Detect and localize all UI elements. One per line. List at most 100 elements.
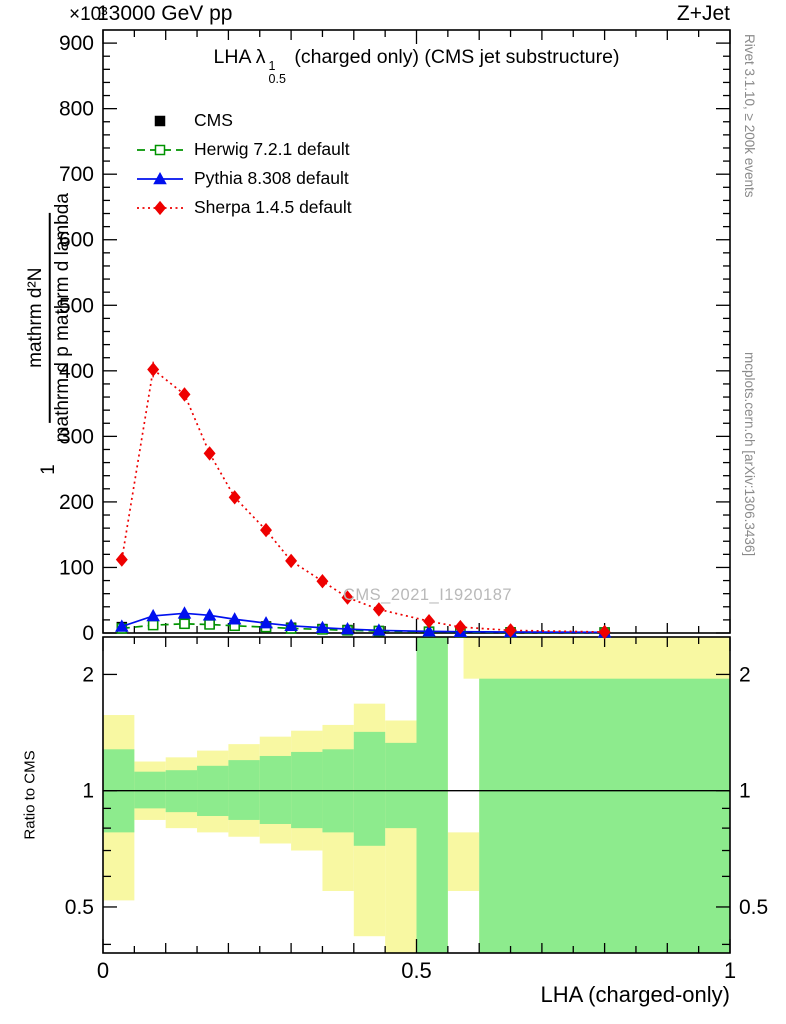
legend-sample-square-icon [137, 144, 183, 155]
ratio-band-total-uncertainty [447, 832, 480, 891]
lambda-exponent-stack: 1 0.5 [268, 59, 286, 87]
tick-label: 600 [59, 229, 94, 252]
tick-label: 900 [59, 32, 94, 55]
lambda-subscript: 0.5 [268, 72, 286, 87]
legend-label-sherpa: Sherpa 1.4.5 default [194, 197, 352, 217]
ylabel-numerator: mathrm d²N [23, 212, 51, 423]
data-point-diamond [115, 552, 128, 567]
data-point-square [147, 619, 159, 631]
legend-item-herwig: Herwig 7.2.1 default [136, 135, 352, 164]
herwig-open-square-marker [136, 142, 184, 158]
cms-square-marker [136, 113, 184, 129]
tick-label: 100 [59, 556, 94, 579]
data-point-triangle [146, 608, 160, 622]
legend: CMS Herwig 7.2.1 default Pythia 8.308 de… [136, 106, 352, 222]
data-point-triangle [202, 608, 217, 621]
tick-label: 300 [59, 425, 94, 448]
legend-item-pythia: Pythia 8.308 default [136, 164, 352, 193]
process-label: Z+Jet [676, 2, 730, 25]
data-point-triangle [153, 171, 167, 184]
legend-item-cms: CMS [136, 106, 352, 135]
ylabel-fraction: mathrm d²N mathrm d p mathrm d lambda [23, 189, 75, 446]
data-point-square [204, 619, 215, 630]
data-point-diamond [316, 574, 329, 589]
data-point-square [179, 618, 190, 630]
tick-label: 2 [82, 663, 94, 686]
tick-label: 1 [739, 780, 751, 803]
watermark: CMS_2021_I1920187 [343, 586, 513, 604]
ratio-y-axis-label-text: Ratio to CMS [21, 750, 39, 840]
tick-label: 700 [59, 163, 94, 186]
data-point-square [154, 115, 166, 126]
legend-label-herwig: Herwig 7.2.1 default [194, 139, 350, 159]
plot-title: LHA λ 1 0.5 (charged only) (CMS jet substr… [103, 46, 730, 86]
tick-label: 0.5 [65, 896, 94, 919]
tick-label: 0 [82, 622, 94, 645]
data-point-diamond [260, 522, 272, 538]
legend-label-cms: CMS [194, 110, 233, 130]
tick-label: 0 [97, 958, 109, 983]
data-point-triangle [227, 612, 242, 625]
main-y-axis-label-rotated: 1 mathrm d²N mathrm d p mathrm d lambda [23, 189, 75, 475]
tick-label: 200 [59, 491, 94, 514]
tick-label: 0.5 [401, 958, 432, 983]
pythia-triangle-marker [136, 171, 184, 187]
legend-sample-triangle-icon [137, 171, 183, 184]
ratio-band-stat-uncertainty [479, 678, 730, 953]
ratio-band-stat-uncertainty [259, 755, 292, 824]
data-point-diamond [423, 614, 436, 629]
y-axis-exponent-label: ×10³ [69, 4, 108, 25]
data-point-triangle [115, 619, 129, 632]
tick-label: 500 [59, 294, 94, 317]
data-point-triangle [284, 618, 298, 632]
rivet-version-label: Rivet 3.1.10, ≥ 200k events [742, 34, 757, 198]
data-point-square [154, 144, 166, 155]
legend-sample-square-icon [154, 115, 166, 126]
plot-title-prefix: LHA λ [213, 46, 266, 68]
data-point-triangle [259, 616, 273, 629]
data-point-diamond [154, 200, 166, 215]
main-panel-bg [103, 30, 730, 633]
legend-label-pythia: Pythia 8.308 default [194, 168, 349, 188]
ratio-band-stat-uncertainty [416, 637, 448, 953]
tick-label: 1 [724, 958, 736, 983]
data-point-triangle [422, 624, 436, 637]
data-point-diamond [504, 623, 517, 638]
ylabel-prefix: 1 [38, 463, 59, 475]
tick-label: 2 [739, 663, 751, 686]
data-point-triangle [372, 623, 386, 636]
data-point-triangle [177, 606, 192, 619]
legend-item-sherpa: Sherpa 1.4.5 default [136, 193, 352, 222]
tick-label: 1 [82, 780, 94, 803]
data-point-diamond [178, 387, 191, 402]
ratio-band-stat-uncertainty [353, 731, 386, 846]
data-point-diamond [147, 362, 160, 377]
main-y-axis-label: 1 mathrm d²N mathrm d p mathrm d lambda [2, 30, 96, 633]
data-point-diamond [228, 490, 241, 505]
data-point-triangle [315, 620, 330, 634]
tick-label: 0.5 [739, 896, 768, 919]
data-point-triangle [340, 622, 355, 635]
x-axis-label: LHA (charged-only) [540, 982, 730, 1007]
data-point-diamond [285, 553, 298, 569]
lambda-superscript: 1 [268, 59, 276, 73]
tick-label: 400 [59, 360, 94, 383]
data-point-diamond [598, 624, 611, 640]
data-point-diamond [203, 446, 216, 461]
tick-label: 800 [59, 98, 94, 121]
plot-title-suffix: (charged only) (CMS jet substructure) [288, 46, 620, 68]
ratio-band-stat-uncertainty [134, 771, 166, 809]
ratio-band-stat-uncertainty [385, 742, 417, 829]
ratio-band-stat-uncertainty [291, 751, 323, 829]
mcplots-credit-label: mcplots.cern.ch [arXiv:1306.3436] [742, 352, 757, 557]
data-point-diamond [341, 590, 354, 605]
sherpa-diamond-marker [136, 200, 184, 216]
data-point-diamond [372, 602, 385, 617]
legend-sample-diamond-icon [137, 200, 183, 215]
series-line-triangle [121, 612, 605, 634]
beam-energy-label: 13000 GeV pp [97, 2, 233, 25]
ratio-y-axis-label: Ratio to CMS [12, 637, 48, 953]
ylabel-denominator: mathrm d p mathrm d lambda [51, 192, 73, 442]
